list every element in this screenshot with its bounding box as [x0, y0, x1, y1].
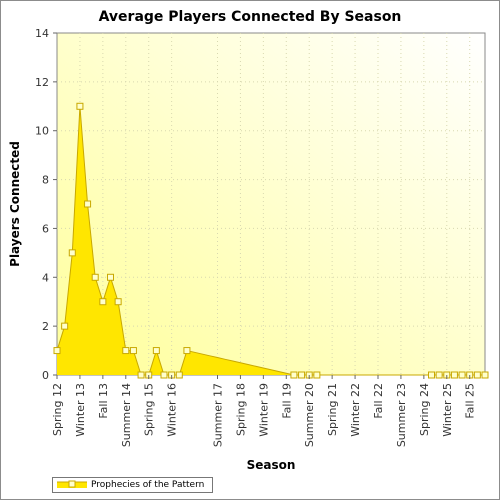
y-tick-label: 6 — [42, 222, 49, 235]
x-tick-label: Fall 13 — [97, 383, 110, 419]
x-tick-label: Fall 19 — [280, 383, 293, 419]
x-tick-label: Spring 18 — [234, 383, 247, 436]
y-tick-label: 2 — [42, 320, 49, 333]
data-point-marker — [473, 371, 481, 379]
data-point-marker — [68, 249, 76, 257]
legend-swatch — [57, 479, 87, 491]
data-point-marker — [458, 371, 466, 379]
data-point-marker — [61, 322, 69, 330]
series-area-fill — [57, 106, 485, 375]
data-point-marker — [290, 371, 298, 379]
data-point-marker — [91, 273, 99, 281]
data-point-marker — [122, 347, 130, 355]
data-point-marker — [428, 371, 435, 379]
data-point-marker — [450, 371, 458, 379]
x-tick-label: Summer 17 — [212, 383, 225, 447]
y-tick-label: 0 — [42, 369, 49, 382]
data-point-marker — [114, 298, 122, 306]
x-tick-label: Fall 25 — [464, 383, 477, 419]
y-tick-label: 4 — [42, 271, 49, 284]
y-tick-label: 12 — [35, 76, 49, 89]
data-point-marker — [84, 200, 92, 208]
data-point-marker — [175, 371, 183, 379]
data-point-marker — [137, 371, 145, 379]
x-tick-label: Spring 24 — [418, 383, 431, 436]
x-tick-label: Winter 19 — [257, 383, 270, 437]
chart-title: Average Players Connected By Season — [98, 9, 402, 25]
data-point-marker — [99, 298, 107, 306]
x-tick-label: Summer 20 — [303, 383, 316, 447]
x-tick-label: Spring 21 — [326, 383, 339, 436]
x-tick-label: Winter 25 — [441, 383, 454, 437]
data-point-marker — [183, 347, 191, 355]
y-tick-label: 14 — [35, 27, 49, 40]
y-axis: 0 2 4 6 8 10 12 14 — [35, 27, 57, 382]
x-tick-label: Spring 12 — [51, 383, 64, 436]
x-axis: Spring 12 Winter 13 Fall 13 Summer 14 Spring… — [51, 375, 477, 447]
y-tick-label: 10 — [35, 125, 49, 138]
plot-background — [56, 32, 486, 376]
data-point-marker — [481, 371, 489, 379]
x-tick-label: Summer 14 — [120, 383, 133, 447]
legend: Prophecies of the Pattern — [52, 477, 214, 493]
x-tick-label: Spring 15 — [143, 383, 156, 436]
x-axis-title: Season — [246, 458, 296, 472]
x-tick-label: Winter 22 — [349, 383, 362, 437]
data-point-marker — [152, 347, 160, 355]
x-tick-label: Fall 22 — [372, 383, 385, 419]
data-point-marker — [107, 273, 114, 281]
y-tick-label: 8 — [42, 174, 49, 187]
x-tick-label: Winter 13 — [74, 383, 87, 437]
data-point-marker — [298, 371, 306, 379]
x-tick-label: Summer 23 — [395, 383, 408, 447]
x-tick-label: Winter 16 — [166, 383, 179, 437]
data-point-marker — [160, 371, 168, 379]
data-point-marker — [313, 371, 321, 379]
data-point-marker — [76, 102, 84, 110]
legend-label: Prophecies of the Pattern — [91, 480, 205, 490]
data-point-marker — [129, 347, 137, 355]
data-point-marker — [435, 371, 443, 379]
data-point-marker — [53, 347, 61, 355]
